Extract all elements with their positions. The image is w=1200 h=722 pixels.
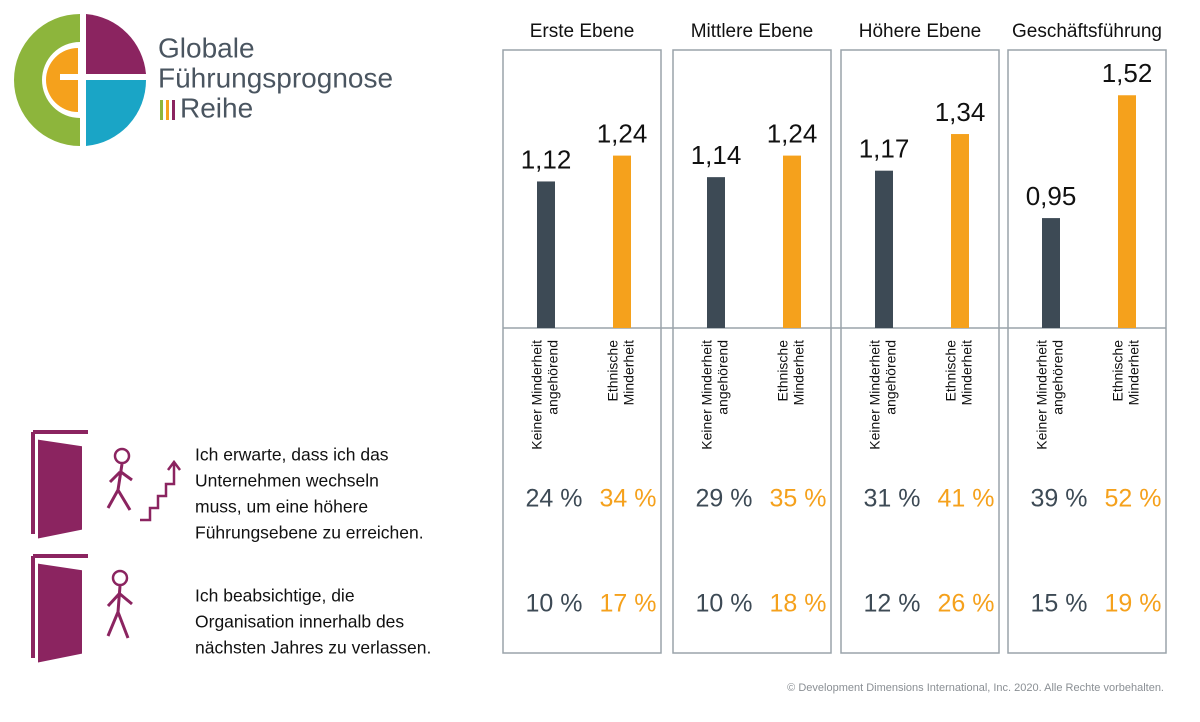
category-label: Ethnische Minderheit <box>943 340 975 406</box>
percent: 17 % <box>600 590 657 618</box>
logo-bar <box>172 100 175 120</box>
bar <box>951 134 969 328</box>
category-line: Keiner Minderheit <box>699 340 715 450</box>
bar <box>537 181 555 328</box>
statement-line: Ich erwarte, dass ich das <box>195 445 389 465</box>
category-line: Ethnische <box>775 340 791 402</box>
logo-text: Reihe <box>180 92 253 123</box>
statement-line: muss, um eine höhere <box>195 497 368 517</box>
percent: 34 % <box>600 485 657 513</box>
logo-orange <box>46 48 78 112</box>
panel-title: Geschäftsführung <box>1012 21 1162 42</box>
value-label: 0,95 <box>1026 181 1077 211</box>
logo-text: Führungsprognose <box>158 62 393 93</box>
statement-line: Organisation innerhalb des <box>195 612 404 632</box>
category-line: Minderheit <box>621 340 637 405</box>
percent: 39 % <box>1031 485 1088 513</box>
value-label: 1,14 <box>691 140 742 170</box>
percent: 19 % <box>1105 590 1162 618</box>
panel-title: Mittlere Ebene <box>691 21 814 42</box>
icon-leave <box>31 554 133 663</box>
category-line: Minderheit <box>791 340 807 405</box>
logo-bar <box>166 100 169 120</box>
category-label: Keiner Minderheit angehörend <box>867 340 899 450</box>
category-line: Ethnische <box>605 340 621 402</box>
value-label: 1,12 <box>521 144 572 174</box>
logo-bar <box>160 100 163 120</box>
percent: 41 % <box>938 485 995 513</box>
percent: 15 % <box>1031 590 1088 618</box>
category-line: Ethnische <box>943 340 959 402</box>
category-line: angehörend <box>545 340 561 415</box>
logo-purple <box>86 14 146 74</box>
bar <box>1118 95 1136 328</box>
logo-blue <box>86 80 147 146</box>
panel-title: Höhere Ebene <box>859 21 982 42</box>
category-line: Keiner Minderheit <box>1034 340 1050 450</box>
percent: 10 % <box>526 590 583 618</box>
bar <box>707 177 725 328</box>
category-line: Minderheit <box>1126 340 1142 405</box>
footer: © Development Dimensions International, … <box>787 682 1164 694</box>
logo-mark <box>14 14 147 146</box>
value-label: 1,17 <box>859 134 910 164</box>
category-label: Keiner Minderheit angehörend <box>699 340 731 450</box>
percent: 18 % <box>770 590 827 618</box>
value-label: 1,24 <box>597 118 648 148</box>
statement-line: nächsten Jahres zu verlassen. <box>195 638 431 658</box>
panel <box>502 49 662 654</box>
percent: 12 % <box>864 590 921 618</box>
bar <box>1042 218 1060 328</box>
category-line: angehörend <box>883 340 899 415</box>
statement-line: Ich beabsichtige, die <box>195 586 355 606</box>
percent: 29 % <box>696 485 753 513</box>
logo-text: Globale <box>158 32 255 63</box>
percent: 10 % <box>696 590 753 618</box>
category-line: Keiner Minderheit <box>867 340 883 450</box>
category-line: angehörend <box>715 340 731 415</box>
bar <box>783 155 801 328</box>
category-line: Keiner Minderheit <box>529 340 545 450</box>
category-label: Keiner Minderheit angehörend <box>1034 340 1066 450</box>
percent: 31 % <box>864 485 921 513</box>
percent: 24 % <box>526 485 583 513</box>
icon-change <box>31 430 181 539</box>
panel <box>840 49 1000 654</box>
category-label: Keiner Minderheit angehörend <box>529 340 561 450</box>
percent: 35 % <box>770 485 827 513</box>
category-label: Ethnische Minderheit <box>605 340 637 406</box>
value-label: 1,34 <box>935 97 986 127</box>
category-label: Ethnische Minderheit <box>1110 340 1142 406</box>
category-line: angehörend <box>1050 340 1066 415</box>
panel <box>672 49 832 654</box>
category-line: Minderheit <box>959 340 975 405</box>
statement-line: Unternehmen wechseln <box>195 471 379 491</box>
bar <box>613 155 631 328</box>
value-label: 1,52 <box>1102 58 1153 88</box>
panel-title: Erste Ebene <box>530 21 635 42</box>
statement-line: Führungsebene zu erreichen. <box>195 523 424 543</box>
percent: 52 % <box>1105 485 1162 513</box>
panel <box>1007 49 1167 654</box>
category-line: Ethnische <box>1110 340 1126 402</box>
bar <box>875 170 893 328</box>
logo-green <box>14 14 80 146</box>
category-label: Ethnische Minderheit <box>775 340 807 406</box>
percent: 26 % <box>938 590 995 618</box>
value-label: 1,24 <box>767 118 818 148</box>
